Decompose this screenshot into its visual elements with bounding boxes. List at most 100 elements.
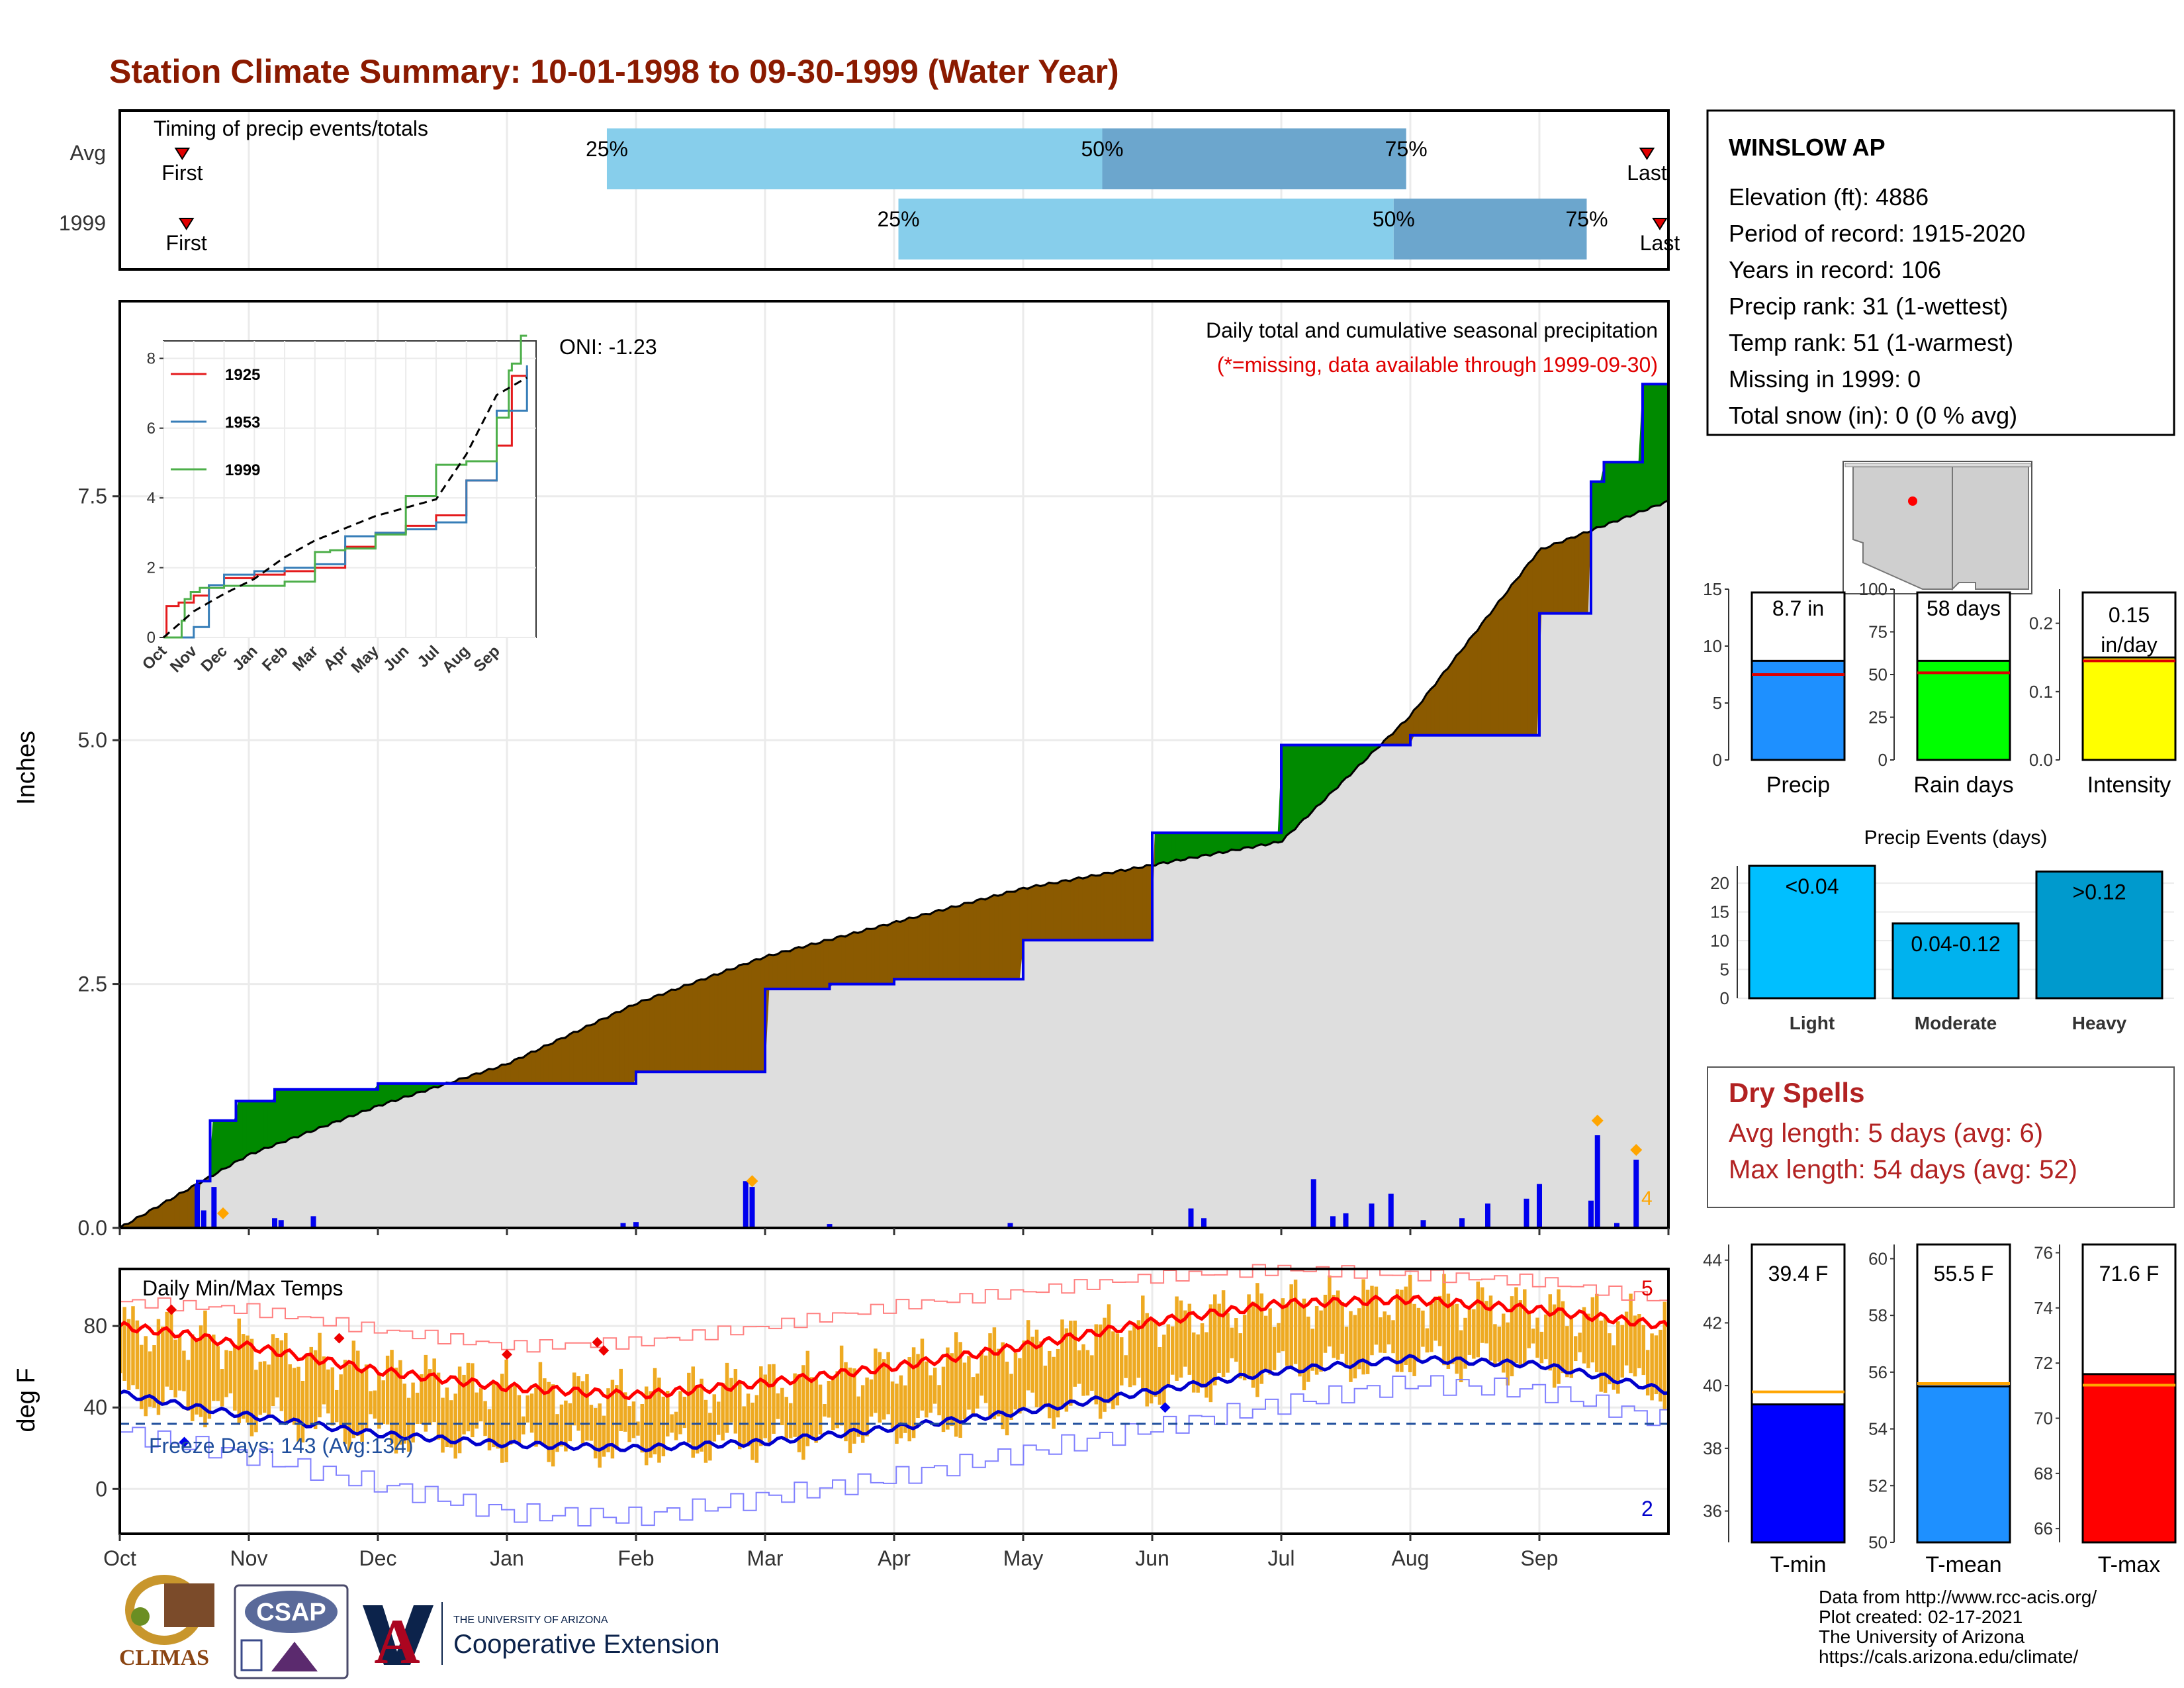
daily-temp-bar xyxy=(1493,1324,1497,1366)
above-average-band xyxy=(1175,832,1181,861)
daily-temp-bar xyxy=(890,1381,895,1429)
daily-temp-bar xyxy=(1319,1310,1323,1372)
daily-temp-bar xyxy=(780,1387,784,1425)
footer-line: https://cals.arizona.edu/climate/ xyxy=(1819,1646,2078,1667)
below-average-band xyxy=(1023,887,1028,941)
daily-temp-bar xyxy=(797,1374,801,1452)
neighbor-shape xyxy=(1844,463,2031,467)
daily-temp-bar xyxy=(653,1368,657,1455)
daily-temp-bar xyxy=(1565,1326,1569,1378)
above-average-band xyxy=(1197,832,1203,857)
below-average-band xyxy=(942,908,948,980)
above-average-band xyxy=(348,1089,354,1118)
daily-temp-bar xyxy=(1654,1335,1659,1395)
daily-temp-bar xyxy=(1251,1301,1255,1388)
below-average-band xyxy=(692,981,698,1072)
daily-precip-bar xyxy=(278,1220,284,1228)
summary-bars: 0 5 10 15 8.7 in Precip 0 25 50 75 100 58 days Rain … xyxy=(1703,579,2177,798)
below-average-band xyxy=(730,967,736,1072)
daily-temp-bar xyxy=(619,1368,623,1432)
daily-temp-bar xyxy=(1145,1313,1149,1407)
above-average-band xyxy=(1651,383,1657,508)
daily-temp-bar xyxy=(1298,1303,1302,1377)
daily-temp-bar xyxy=(492,1382,496,1448)
below-average-band xyxy=(1103,872,1109,941)
daily-temp-bar xyxy=(504,1359,508,1462)
daily-temp-bar xyxy=(920,1338,925,1411)
daily-temp-bar xyxy=(976,1373,979,1409)
daily-temp-bar xyxy=(1451,1304,1455,1364)
below-average-band xyxy=(794,947,799,990)
daily-temp-bar xyxy=(1480,1287,1484,1343)
temp-summary-tick-label: 42 xyxy=(1703,1313,1722,1333)
daily-temp-bar xyxy=(216,1346,220,1401)
above-average-band xyxy=(1608,461,1614,524)
footer-line: Plot created: 02-17-2021 xyxy=(1819,1607,2023,1627)
below-average-band xyxy=(161,1201,167,1229)
summary-bar-category-label: Intensity xyxy=(2087,773,2171,798)
daily-temp-bar xyxy=(721,1383,725,1441)
daily-temp-bar xyxy=(1268,1308,1272,1375)
daily-temp-bar xyxy=(1472,1309,1476,1359)
below-average-band xyxy=(522,1054,527,1084)
below-average-band xyxy=(612,1012,617,1084)
daily-temp-bar xyxy=(1247,1294,1251,1376)
daily-temp-bar xyxy=(1353,1315,1357,1379)
daily-temp-bar xyxy=(1196,1334,1200,1393)
below-average-band xyxy=(891,921,897,985)
above-average-band xyxy=(323,1089,328,1127)
daily-temp-bar xyxy=(763,1374,767,1438)
temp-daily-bars xyxy=(118,1274,1667,1468)
daily-temp-bar xyxy=(585,1374,589,1441)
daily-precip-bar xyxy=(1343,1213,1349,1228)
below-average-band xyxy=(1578,532,1584,614)
above-average-band xyxy=(357,1089,362,1115)
below-average-band xyxy=(870,927,876,985)
daily-temp-bar xyxy=(1043,1366,1048,1405)
daily-temp-bar xyxy=(572,1372,576,1426)
event-category-label: Light xyxy=(1790,1013,1835,1033)
daily-temp-bar xyxy=(432,1358,436,1423)
below-average-band xyxy=(832,937,837,985)
precip-missing-note: (*=missing, data available through 1999-… xyxy=(1217,353,1658,377)
station-name: WINSLOW AP xyxy=(1729,134,1886,161)
temp-summary-category-label: T-min xyxy=(1770,1552,1827,1577)
below-average-band xyxy=(1473,628,1479,736)
daily-temp-bar xyxy=(161,1327,165,1403)
above-average-band xyxy=(297,1089,303,1137)
daily-temp-bar xyxy=(772,1364,776,1434)
daily-temp-bar xyxy=(182,1350,186,1391)
daily-temp-bar xyxy=(1552,1304,1557,1388)
daily-temp-bar xyxy=(827,1380,831,1418)
daily-temp-bar xyxy=(224,1350,228,1397)
daily-temp-bar xyxy=(580,1381,585,1444)
below-average-band xyxy=(628,1004,634,1084)
daily-temp-bar xyxy=(1578,1333,1582,1352)
inset-y-tick-label: 8 xyxy=(147,350,156,367)
above-average-band xyxy=(225,1120,231,1169)
daily-precip-bar xyxy=(1537,1184,1542,1228)
daily-temp-bar xyxy=(589,1405,594,1441)
below-average-band xyxy=(658,993,664,1072)
daily-temp-bar xyxy=(538,1362,543,1444)
above-average-band xyxy=(1261,832,1266,846)
below-average-band xyxy=(649,996,655,1072)
below-average-band xyxy=(895,920,901,980)
temp-summary-tick-label: 56 xyxy=(1868,1362,1888,1382)
precip-record-marker xyxy=(217,1207,229,1219)
daily-temp-bar xyxy=(347,1364,351,1450)
daily-temp-bar xyxy=(131,1306,135,1385)
below-average-band xyxy=(1481,617,1486,736)
above-average-band xyxy=(1320,745,1326,804)
temp-summary-category-label: T-mean xyxy=(1925,1552,2001,1577)
station-detail-line: Missing in 1999: 0 xyxy=(1729,365,1921,393)
below-average-band xyxy=(1447,661,1453,736)
record-high-marker xyxy=(598,1345,610,1356)
month-tick-label: Mar xyxy=(747,1546,783,1570)
event-range-label: >0.12 xyxy=(2073,880,2126,904)
daily-precip-bar xyxy=(1369,1203,1375,1228)
daily-temp-bar xyxy=(788,1403,793,1438)
daily-temp-bar xyxy=(1641,1325,1646,1376)
daily-temp-bar xyxy=(1026,1320,1030,1391)
timing-p75-label: 75% xyxy=(1565,207,1608,231)
